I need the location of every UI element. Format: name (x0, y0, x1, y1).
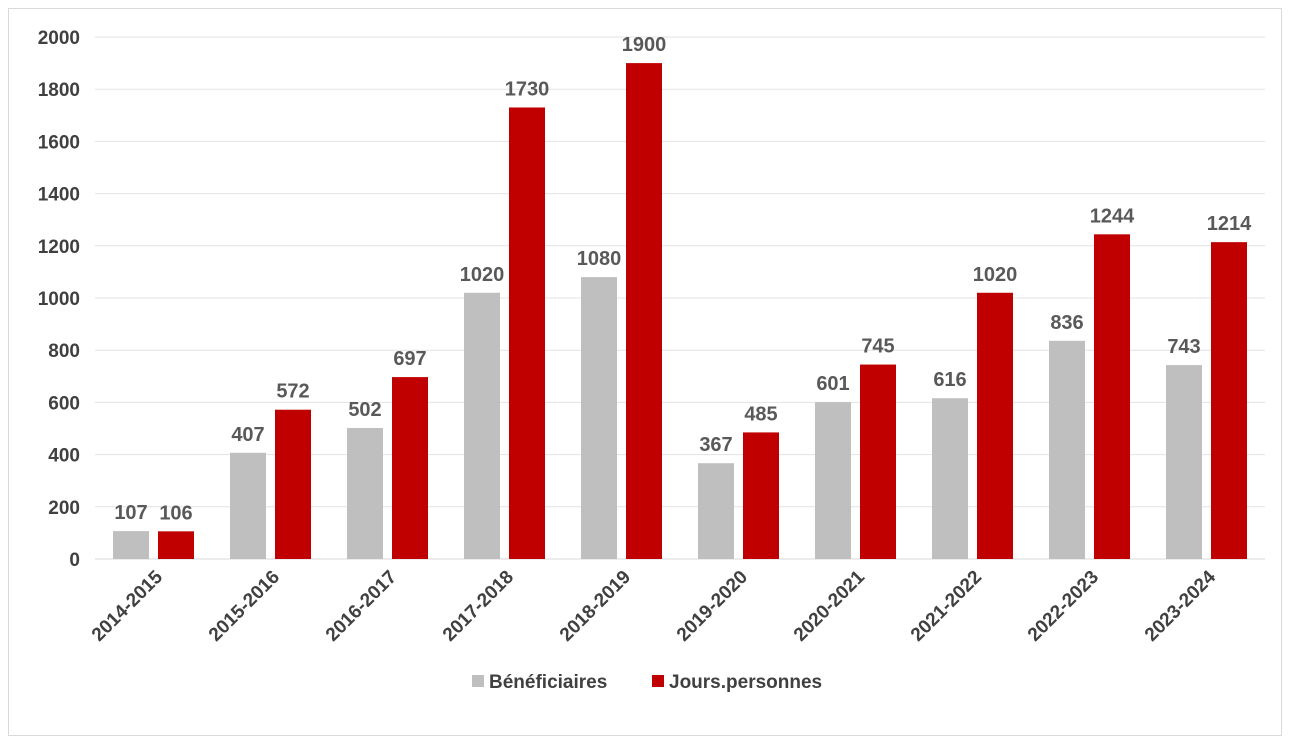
legend-label: Bénéficiaires (489, 672, 607, 693)
x-tick-label: 2020-2021 (790, 566, 869, 645)
data-label: 601 (816, 373, 849, 395)
x-axis: 2014-2015 2015-2016 2016-2017 2017-2018 2018… (88, 566, 1220, 645)
x-tick-label: 2021-2022 (907, 567, 986, 646)
bar (815, 402, 851, 559)
data-label: 485 (744, 403, 777, 425)
bar (977, 292, 1013, 559)
bar (698, 463, 734, 559)
data-label: 1020 (973, 264, 1018, 286)
y-tick-label: 1200 (38, 237, 80, 258)
data-label: 697 (393, 348, 426, 370)
data-label: 1244 (1090, 205, 1135, 227)
bar (509, 107, 545, 559)
x-tick-label: 2023-2024 (1141, 566, 1220, 645)
y-tick-label: 800 (48, 341, 80, 362)
data-label: 1020 (460, 264, 505, 286)
data-label: 106 (159, 502, 192, 524)
x-tick-label: 2018-2019 (556, 567, 635, 646)
bar (113, 531, 149, 559)
data-label: 1214 (1207, 213, 1252, 235)
y-tick-label: 400 (48, 446, 80, 467)
y-axis: 0 200 400 600 800 1000 1200 1400 1600 1800 2000 (38, 28, 80, 571)
x-tick-label: 2016-2017 (322, 567, 401, 646)
legend-swatch (472, 675, 484, 687)
bar (347, 427, 383, 559)
x-tick-label: 2019-2020 (673, 567, 752, 646)
data-label: 572 (276, 381, 309, 403)
bar (464, 292, 500, 559)
gridlines (95, 36, 1265, 560)
y-tick-label: 0 (69, 550, 80, 571)
y-tick-label: 1400 (38, 185, 80, 206)
bar (860, 364, 896, 559)
bar (230, 452, 266, 559)
data-label: 1730 (505, 78, 550, 100)
bar (1211, 242, 1247, 559)
data-label: 616 (933, 369, 966, 391)
y-tick-label: 1600 (38, 132, 80, 153)
y-tick-label: 1000 (38, 289, 80, 310)
data-label: 1080 (577, 248, 622, 270)
data-label: 743 (1167, 336, 1200, 358)
y-tick-label: 2000 (38, 28, 80, 49)
y-tick-label: 600 (48, 393, 80, 414)
data-label: 367 (699, 434, 732, 456)
x-tick-label: 2014-2015 (88, 566, 167, 645)
x-tick-label: 2015-2016 (205, 567, 284, 646)
bar (158, 531, 194, 559)
data-label: 407 (231, 424, 264, 446)
bar (626, 63, 662, 559)
legend-label: Jours.personnes (669, 672, 822, 693)
x-tick-label: 2017-2018 (439, 567, 518, 646)
bar (932, 398, 968, 559)
y-tick-label: 1800 (38, 80, 80, 101)
y-tick-label: 200 (48, 498, 80, 519)
data-label: 107 (114, 502, 147, 524)
bar (392, 377, 428, 559)
data-label: 502 (348, 399, 381, 421)
legend: Bénéficiaires Jours.personnes (472, 672, 822, 693)
bar (1094, 234, 1130, 560)
bar (1049, 340, 1085, 559)
data-label: 745 (861, 336, 894, 358)
data-labels: 107 106 407 572 502 697 1020 1730 1080 1900 367 485… (114, 34, 1252, 524)
legend-swatch (652, 675, 664, 687)
bar (581, 277, 617, 559)
bar (1166, 365, 1202, 559)
bars (113, 63, 1247, 560)
bar (275, 409, 311, 559)
bar (743, 432, 779, 559)
x-tick-label: 2022-2023 (1024, 567, 1103, 646)
data-label: 836 (1050, 312, 1083, 334)
data-label: 1900 (622, 34, 667, 56)
